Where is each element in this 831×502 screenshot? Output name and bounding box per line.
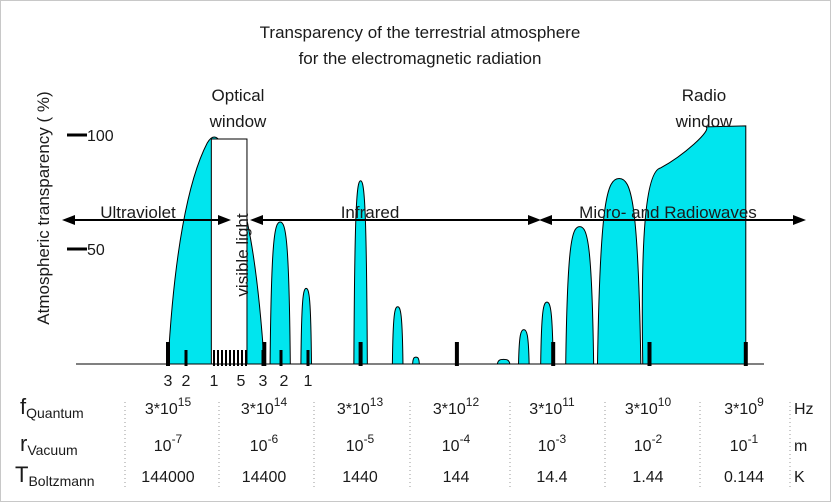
arrowhead-uv-right — [218, 215, 231, 225]
arrowhead-ir-right — [528, 215, 541, 225]
tick-number-labels: 3 2 1 5 3 2 1 — [164, 373, 313, 390]
table-cell: 10-2 — [634, 432, 663, 455]
arrowhead-ir-left — [250, 215, 263, 225]
tick-label-2a: 2 — [182, 373, 191, 390]
arrowhead-radio-right — [793, 215, 806, 225]
tick-label-1a: 1 — [210, 373, 219, 390]
y-tick-label-50: 50 — [87, 242, 105, 259]
conversion-table: fQuantum 3*1015 3*1014 3*1013 3*1012 3*1011 3*… — [15, 394, 814, 489]
table-cell: 144000 — [141, 469, 194, 486]
transparency-band — [353, 180, 368, 365]
chart-subtitle: for the electromagnetic radiation — [299, 49, 542, 68]
table-cell: 144 — [443, 469, 470, 486]
arrowhead-uv-left — [62, 215, 75, 225]
table-cell: 10-6 — [250, 432, 279, 455]
visible-light-label: visible light — [233, 213, 252, 296]
tick-label-3a: 3 — [164, 373, 173, 390]
table-cell: 3*1014 — [241, 395, 288, 418]
transparency-band — [496, 358, 511, 365]
table-cell: 3*1015 — [145, 395, 192, 418]
transparency-bands — [167, 125, 747, 365]
table-cell: 3*1011 — [529, 395, 575, 418]
table-cell: 3*1013 — [337, 395, 384, 418]
transparency-band — [300, 287, 312, 365]
transparency-band — [641, 125, 747, 365]
transparency-band — [412, 356, 420, 365]
y-axis-label: Atmospheric transparency ( %) — [34, 91, 53, 324]
table-cell: 10-3 — [538, 432, 567, 455]
table-cell: 14.4 — [536, 469, 567, 486]
transparency-band — [565, 226, 595, 365]
row-label: fQuantum — [20, 394, 84, 421]
table-separators — [124, 402, 791, 490]
visible-light-band — [210, 138, 248, 365]
radio-window-label-2: window — [675, 112, 733, 131]
tick-label-1b: 1 — [304, 373, 313, 390]
transparency-band — [518, 329, 530, 365]
region-label-infrared: Infrared — [341, 203, 400, 222]
region-label-ultraviolet: Ultraviolet — [100, 203, 176, 222]
chart-title: Transparency of the terrestrial atmosphe… — [260, 23, 581, 42]
transparency-band — [391, 306, 404, 365]
arrowhead-radio-left — [539, 215, 552, 225]
transparency-band — [540, 301, 554, 365]
radio-window-label-1: Radio — [682, 86, 726, 105]
tick-label-5: 5 — [237, 373, 246, 390]
table-cell: 10-1 — [730, 432, 759, 455]
transparency-band — [269, 221, 291, 365]
table-cell: 1440 — [342, 469, 378, 486]
y-tick-label-100: 100 — [87, 128, 114, 145]
table-cell: 10-5 — [346, 432, 375, 455]
region-arrows — [62, 215, 806, 225]
table-cell: 0.144 — [724, 469, 764, 486]
row-label: TBoltzmann — [15, 462, 95, 489]
optical-window-label-1: Optical — [212, 86, 265, 105]
tick-label-2b: 2 — [280, 373, 289, 390]
table-cell: 1.44 — [632, 469, 663, 486]
table-cell: 3*109 — [724, 395, 764, 418]
tick-label-3b: 3 — [259, 373, 268, 390]
transparency-band — [596, 178, 642, 365]
row-unit: m — [794, 438, 807, 455]
row-label: rVacuum — [20, 431, 78, 458]
table-cell: 10-7 — [154, 432, 183, 455]
optical-window-label-2: window — [209, 112, 267, 131]
table-cell: 3*1010 — [625, 395, 672, 418]
region-label-radio: Micro- and Radiowaves — [579, 203, 757, 222]
wavelength-ticks — [166, 342, 748, 366]
row-unit: Hz — [794, 401, 814, 418]
table-cell: 14400 — [242, 469, 287, 486]
row-unit: K — [794, 469, 805, 486]
table-cell: 3*1012 — [433, 395, 480, 418]
table-cell: 10-4 — [442, 432, 471, 455]
